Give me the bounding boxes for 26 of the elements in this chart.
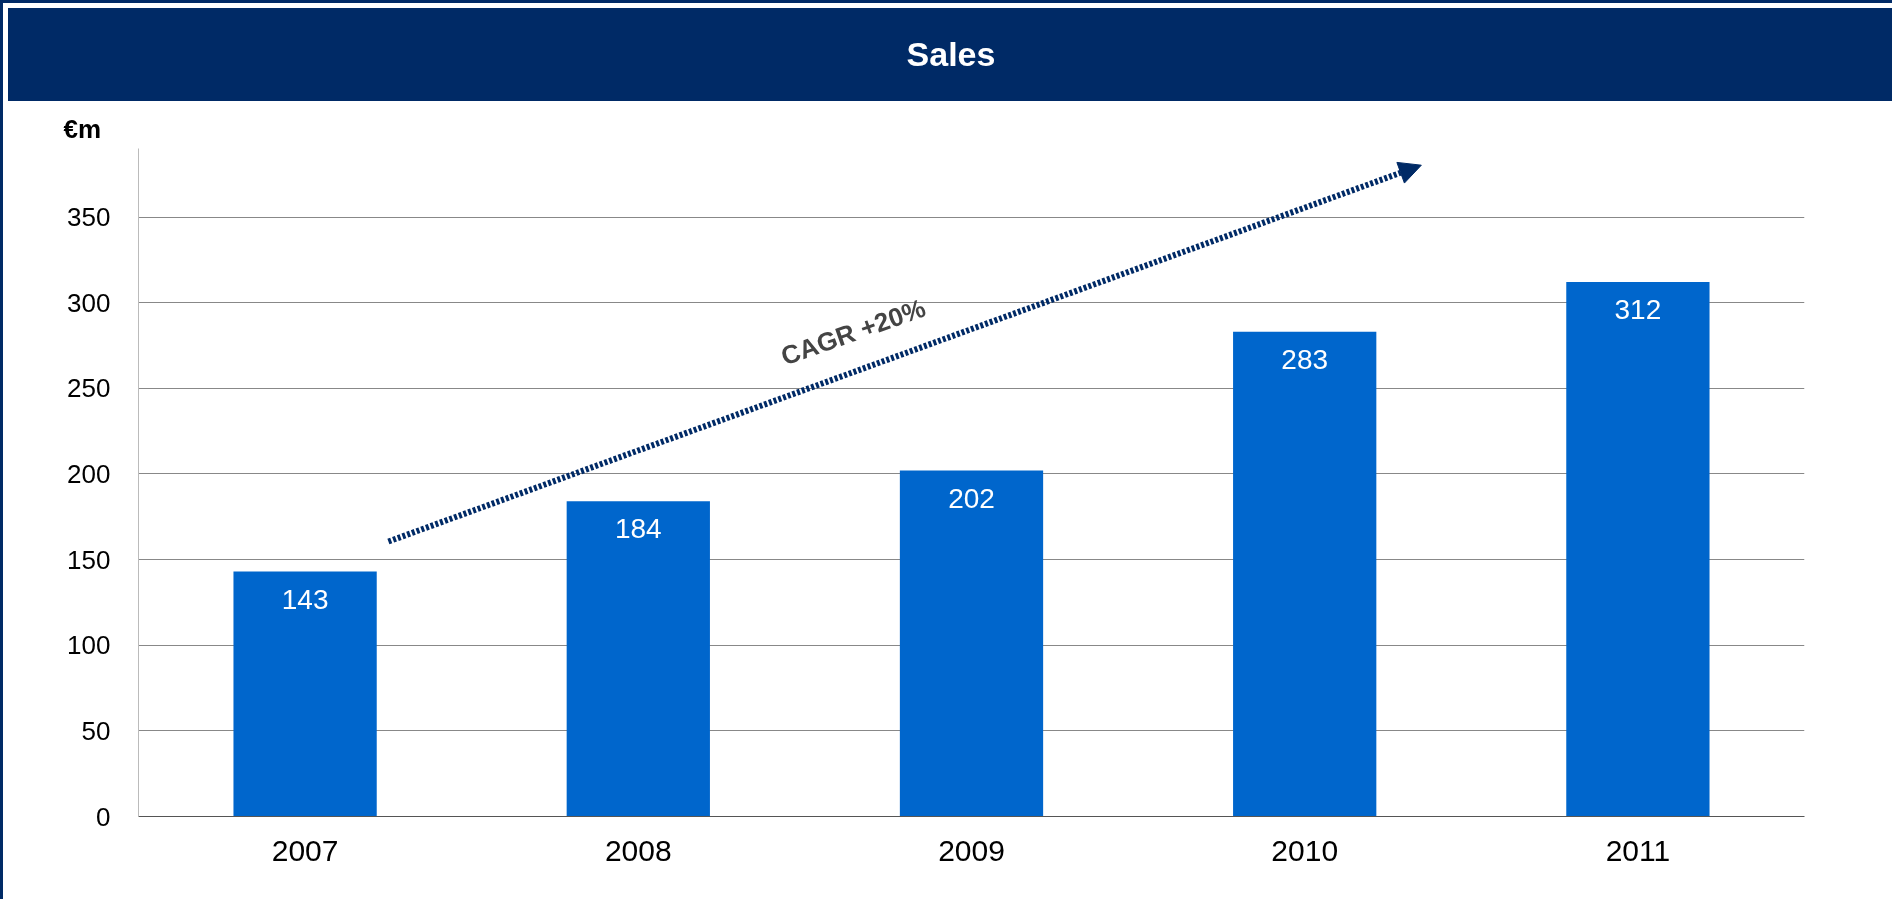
x-tick-label: 2009 [938, 833, 1005, 867]
y-tick-label: 100 [67, 630, 111, 661]
y-tick-label: 250 [67, 373, 111, 404]
y-tick-label: 50 [81, 715, 111, 746]
chart-title: Sales [906, 34, 996, 75]
y-tick-label: 350 [67, 202, 111, 233]
x-tick-label: 2011 [1605, 833, 1671, 867]
y-tick-label: 300 [67, 287, 111, 318]
bar [899, 470, 1044, 817]
y-tick-label: 150 [67, 544, 111, 575]
data-label: 143 [281, 583, 329, 615]
bar [566, 501, 710, 817]
y-tick-label: 200 [67, 458, 111, 489]
data-label: 283 [1281, 343, 1329, 375]
y-axis-title: €m [63, 113, 102, 144]
x-tick-label: 2007 [271, 833, 339, 867]
bar [1566, 282, 1710, 817]
y-tick-label: 0 [96, 801, 111, 832]
annotation: CAGR +20% [777, 292, 930, 372]
x-tick-label: 2010 [1271, 833, 1339, 867]
bar [1233, 331, 1377, 817]
data-label: 184 [614, 513, 662, 545]
data-label: 312 [1614, 294, 1662, 326]
x-tick-label: 2008 [604, 833, 672, 867]
bar [233, 571, 377, 817]
data-label: 202 [948, 482, 995, 514]
